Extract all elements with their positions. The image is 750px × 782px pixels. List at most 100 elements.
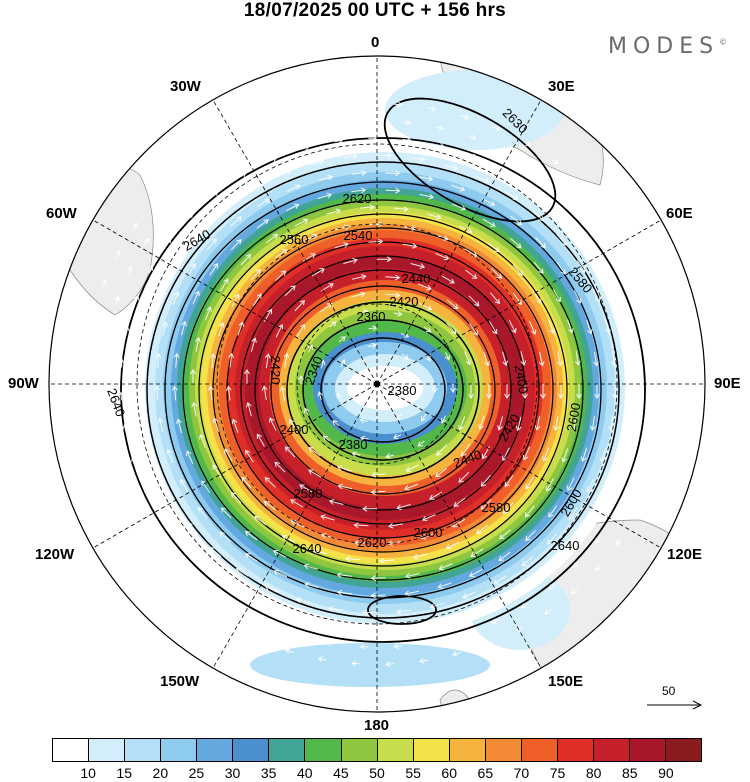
wind-vector	[417, 283, 432, 291]
reference-vector-label: 50	[662, 684, 676, 698]
wind-vector	[181, 320, 187, 336]
wind-speed-shading	[133, 70, 637, 687]
wind-vector	[594, 384, 600, 399]
wind-vector	[404, 590, 419, 597]
wind-vector	[586, 320, 593, 335]
wind-vector	[195, 336, 201, 352]
wind-vector	[261, 621, 271, 628]
wind-vector	[240, 254, 252, 266]
wind-vector	[285, 203, 300, 212]
wind-vector	[219, 531, 231, 543]
wind-vector	[510, 238, 522, 249]
wind-vector	[142, 433, 150, 449]
wind-vector	[307, 344, 313, 353]
wind-vector	[483, 352, 490, 367]
wind-vector	[613, 508, 619, 517]
wind-vector	[548, 560, 556, 567]
wind-vector	[553, 416, 559, 432]
colorbar-swatch	[630, 739, 667, 761]
wind-vector	[393, 101, 403, 108]
wind-vector	[404, 483, 419, 491]
wind-vector	[451, 184, 466, 192]
latitude-circle	[216, 223, 538, 545]
wind-vector	[647, 479, 653, 489]
contour-label: 2420	[390, 294, 419, 309]
meridian-line	[212, 383, 378, 669]
wind-vector	[414, 384, 420, 393]
colorbar-tick-label: 90	[658, 765, 674, 781]
wind-vector	[359, 100, 369, 107]
wind-vector	[359, 435, 369, 442]
contour-label: 2600	[564, 402, 584, 433]
wind-vector	[359, 626, 369, 633]
wind-vector	[148, 305, 155, 320]
modes-logo: MODES©	[608, 34, 727, 59]
wind-vector	[421, 514, 436, 522]
wind-vector	[533, 261, 544, 274]
wind-vector	[427, 213, 442, 220]
contour-label: 2540	[344, 228, 373, 243]
wind-vector	[480, 474, 491, 487]
wind-vector	[664, 351, 671, 361]
wind-vector	[337, 483, 353, 490]
wind-vector	[502, 502, 514, 514]
wind-vector	[277, 169, 292, 177]
meridian-line	[212, 99, 378, 385]
wind-vector	[648, 384, 654, 393]
height-contour	[286, 301, 480, 479]
wind-vector	[127, 265, 133, 275]
lon-label-60e: 60E	[666, 205, 693, 222]
wind-vector	[492, 598, 501, 605]
wind-vector	[444, 352, 450, 361]
wind-vector	[272, 549, 287, 558]
wind-vector	[468, 569, 483, 577]
wind-vector	[586, 478, 594, 493]
wind-vector	[211, 168, 220, 175]
wind-vector	[567, 477, 575, 492]
wind-vector	[210, 352, 216, 368]
wind-vector	[244, 553, 258, 562]
wind-vector	[528, 164, 536, 170]
wind-vector	[663, 416, 670, 426]
wind-vector	[296, 323, 305, 337]
wind-vector	[595, 535, 602, 544]
wind-vector	[131, 456, 137, 465]
contour-label: 2420	[268, 356, 283, 385]
wind-vector	[567, 319, 574, 334]
height-contour	[383, 97, 557, 223]
wind-vector	[410, 263, 426, 269]
wind-vector	[118, 358, 125, 368]
wind-vector	[201, 480, 211, 493]
wind-vector	[163, 212, 170, 220]
wind-vector	[230, 216, 242, 227]
wind-vector	[393, 206, 409, 212]
wind-vector	[432, 384, 438, 393]
wind-vector	[484, 640, 493, 646]
wind-vector	[218, 321, 225, 337]
wind-vector	[491, 618, 500, 624]
wind-vector	[320, 303, 333, 313]
wind-vector	[286, 184, 301, 192]
wind-vector	[250, 268, 261, 281]
wind-vector	[281, 534, 296, 543]
colorbar-tick-label: 25	[188, 765, 205, 781]
wind-vector	[637, 257, 643, 267]
wind-vector	[475, 175, 490, 184]
lon-label-150w: 150W	[160, 673, 200, 690]
wind-vector	[160, 515, 167, 524]
wind-vector	[84, 342, 91, 352]
wind-vector	[402, 119, 412, 126]
wind-vector	[524, 505, 535, 518]
wind-vector	[293, 633, 303, 639]
wind-vector	[209, 546, 222, 558]
wind-vector	[153, 465, 161, 480]
wind-vector	[132, 222, 138, 231]
wind-vector	[186, 212, 194, 220]
wind-vector	[468, 384, 474, 399]
colorbar-swatch	[233, 739, 270, 761]
wind-vector	[318, 174, 334, 181]
wind-vector	[525, 476, 534, 490]
wind-vector	[630, 384, 636, 393]
wind-vector	[264, 353, 271, 369]
wind-vector	[515, 416, 522, 432]
